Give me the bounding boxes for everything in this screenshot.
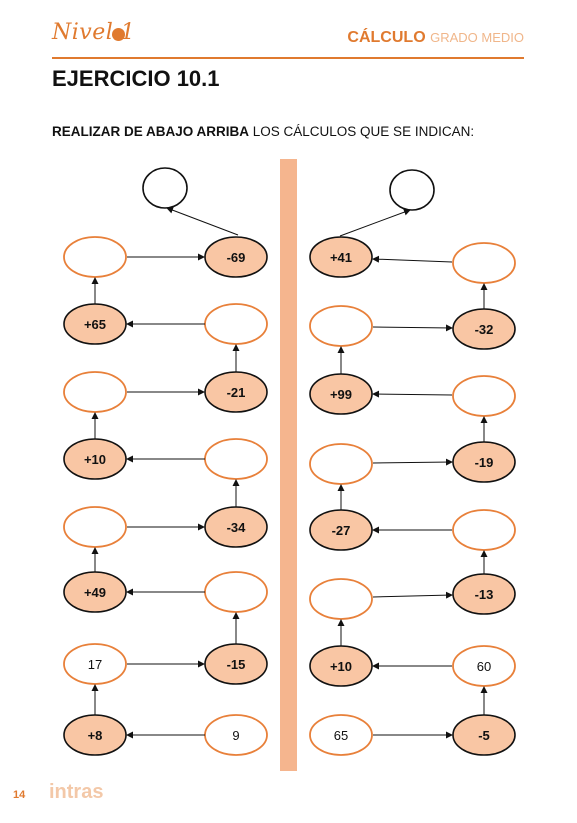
arrow	[372, 255, 453, 263]
left-operation-8-shape	[204, 236, 268, 278]
left-operation-5: +10	[63, 438, 127, 480]
right-start-value-label: 65	[334, 728, 348, 743]
left-result-5[interactable]	[63, 371, 127, 413]
right-result-5[interactable]	[452, 375, 516, 417]
right-start-value-shape	[309, 714, 373, 756]
left-final-result-shape	[142, 167, 188, 209]
instruction-bold: REALIZAR DE ABAJO ARRIBA	[52, 124, 250, 139]
left-operation-6-label: -21	[227, 385, 246, 400]
right-operation-2-label: +10	[330, 659, 352, 674]
left-result-7-shape	[63, 236, 127, 278]
right-result-3-shape	[452, 509, 516, 551]
logo-dot-icon	[112, 28, 125, 41]
right-operation-6: +99	[309, 373, 373, 415]
page-number: 14	[13, 789, 26, 801]
right-operation-1-label: -5	[478, 728, 490, 743]
right-operation-8: +41	[309, 236, 373, 278]
right-operation-7-label: -32	[475, 322, 494, 337]
section-title: CÁLCULO	[347, 29, 426, 46]
left-result-3[interactable]	[63, 506, 127, 548]
left-operation-8-label: -69	[227, 250, 246, 265]
right-result-4-shape	[309, 443, 373, 485]
left-result-1: 17	[63, 643, 127, 685]
left-operation-8: -69	[204, 236, 268, 278]
arrow	[372, 324, 453, 332]
left-operation-1: +8	[63, 714, 127, 756]
left-operation-3-label: +49	[84, 585, 106, 600]
left-result-2-shape	[204, 571, 268, 613]
left-result-6[interactable]	[204, 303, 268, 345]
right-operation-4-label: -27	[332, 523, 351, 538]
left-result-4-shape	[204, 438, 268, 480]
publisher-logo: intras	[49, 781, 104, 803]
right-result-2[interactable]	[309, 578, 373, 620]
left-chain: +8 9 17 -15 +49 -34 +10 -21 +65 -69	[63, 167, 268, 756]
left-operation-1-label: +8	[88, 728, 103, 743]
arrow	[372, 591, 453, 599]
left-operation-3: +49	[63, 571, 127, 613]
left-result-2[interactable]	[204, 571, 268, 613]
right-operation-8-shape	[309, 236, 373, 278]
right-result-1-label: 60	[477, 659, 491, 674]
exercise-title: EJERCICIO 10.1	[52, 66, 220, 91]
left-operation-5-label: +10	[84, 452, 106, 467]
header-rule	[52, 57, 524, 59]
section-header: CÁLCULO GRADO MEDIO	[347, 29, 524, 47]
left-operation-7: +65	[63, 303, 127, 345]
right-operation-7: -32	[452, 308, 516, 350]
right-operation-4: -27	[309, 509, 373, 551]
right-result-1: 60	[452, 645, 516, 687]
right-operation-5: -19	[452, 441, 516, 483]
right-chain: 65 -5 60 +10 -13 -27 -19 +99 -32 +41	[309, 169, 516, 756]
arrow	[339, 208, 411, 237]
right-result-2-shape	[309, 578, 373, 620]
right-operation-2: +10	[309, 645, 373, 687]
left-result-3-shape	[63, 506, 127, 548]
left-result-6-shape	[204, 303, 268, 345]
left-start-value: 9	[204, 714, 268, 756]
left-result-4[interactable]	[204, 438, 268, 480]
right-operation-6-label: +99	[330, 387, 352, 402]
right-result-6-shape	[309, 305, 373, 347]
left-operation-2: -15	[204, 643, 268, 685]
left-final-result	[142, 167, 188, 209]
left-result-7[interactable]	[63, 236, 127, 278]
right-final-result	[389, 169, 435, 211]
left-operation-7-label: +65	[84, 317, 106, 332]
right-start-value: 65	[309, 714, 373, 756]
left-result-5-shape	[63, 371, 127, 413]
arrow	[372, 458, 453, 466]
left-operation-2-label: -15	[227, 657, 246, 672]
left-operation-6: -21	[204, 371, 268, 413]
instruction: REALIZAR DE ABAJO ARRIBA LOS CÁLCULOS QU…	[52, 124, 474, 139]
right-result-3[interactable]	[452, 509, 516, 551]
left-operation-4: -34	[204, 506, 268, 548]
right-operation-3-label: -13	[475, 587, 494, 602]
right-result-7-shape	[452, 242, 516, 284]
left-operation-4-label: -34	[227, 520, 247, 535]
right-operation-3: -13	[452, 573, 516, 615]
right-final-result-shape	[389, 169, 435, 211]
right-result-7[interactable]	[452, 242, 516, 284]
right-operation-5-label: -19	[475, 455, 494, 470]
left-result-1-label: 17	[88, 657, 102, 672]
center-divider	[280, 159, 297, 771]
arrow	[166, 206, 239, 236]
instruction-rest: LOS CÁLCULOS QUE SE INDICAN:	[249, 124, 475, 139]
right-result-5-shape	[452, 375, 516, 417]
right-operation-1: -5	[452, 714, 516, 756]
section-subtitle: GRADO MEDIO	[430, 30, 524, 45]
arrow	[372, 390, 453, 398]
right-operation-8-label: +41	[330, 250, 352, 265]
right-result-4[interactable]	[309, 443, 373, 485]
left-start-value-label: 9	[232, 728, 239, 743]
right-result-6[interactable]	[309, 305, 373, 347]
